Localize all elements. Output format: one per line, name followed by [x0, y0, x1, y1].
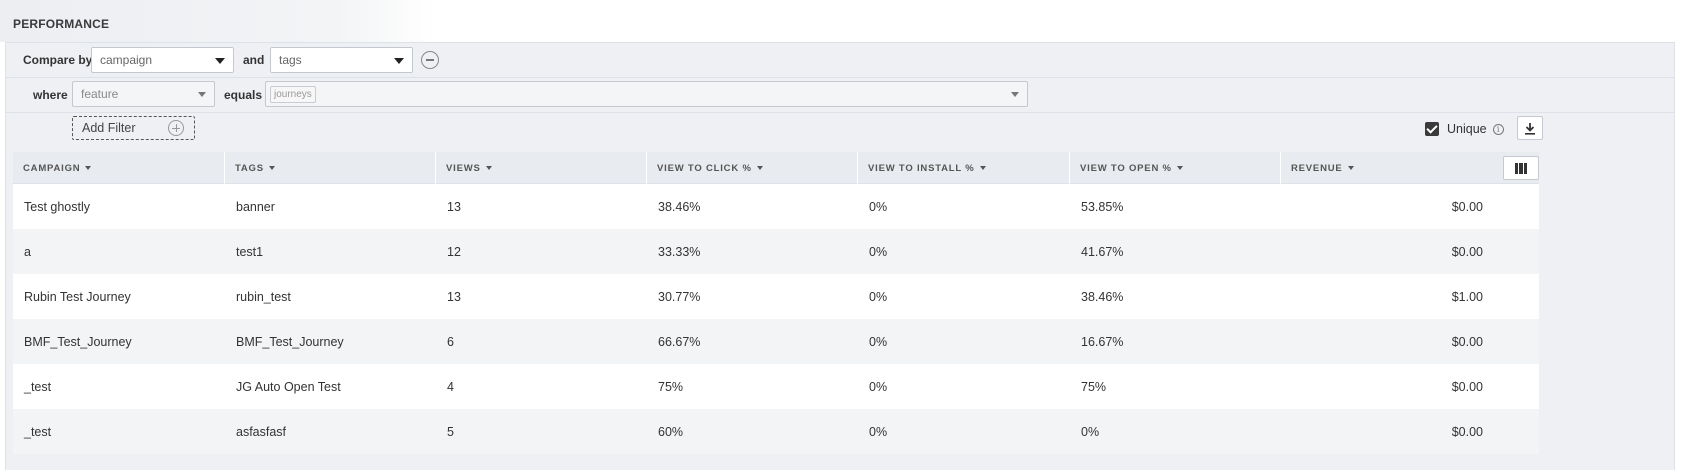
cell-views: 12	[447, 244, 461, 259]
filter-field-value: feature	[81, 87, 119, 101]
column-header-view-to-install[interactable]: VIEW TO INSTALL %	[858, 152, 1070, 184]
column-header-views[interactable]: VIEWS	[436, 152, 647, 184]
chevron-down-icon	[394, 58, 404, 64]
cell-views: 6	[447, 334, 454, 349]
cell-view-to-install: 0%	[869, 289, 888, 304]
cell-view-to-open: 0%	[1081, 424, 1100, 439]
cell-views: 13	[447, 289, 461, 304]
cell-campaign: Test ghostly	[24, 199, 91, 214]
columns-toggle-button[interactable]	[1503, 156, 1539, 180]
performance-table: CAMPAIGN TAGS VIEWS VIEW TO CLICK % VIEW…	[13, 152, 1539, 454]
cell-view-to-install: 0%	[869, 379, 888, 394]
add-filter-button[interactable]: Add Filter	[72, 116, 195, 140]
unique-toggle[interactable]: Unique i	[1425, 120, 1504, 138]
cell-view-to-install: 0%	[869, 244, 888, 259]
cell-view-to-install: 0%	[869, 424, 888, 439]
cell-campaign: Rubin Test Journey	[24, 289, 131, 304]
filter-value-chip[interactable]: journeys	[270, 86, 316, 103]
cell-view-to-open: 16.67%	[1081, 334, 1124, 349]
cell-view-to-open: 75%	[1081, 379, 1107, 394]
table-body: Test ghostly banner 13 38.46% 0% 53.85% …	[13, 184, 1539, 454]
compare-and-value: tags	[279, 53, 302, 67]
compare-by-label: Compare by	[23, 53, 93, 67]
chevron-down-icon	[198, 92, 206, 97]
cell-tags: BMF_Test_Journey	[236, 334, 344, 349]
cell-view-to-open: 41.67%	[1081, 244, 1124, 259]
cell-tags: banner	[236, 199, 275, 214]
compare-by-select[interactable]: campaign	[91, 47, 234, 73]
cell-campaign: a	[24, 244, 31, 259]
table-header: CAMPAIGN TAGS VIEWS VIEW TO CLICK % VIEW…	[13, 152, 1539, 184]
download-icon	[1525, 122, 1535, 135]
cell-campaign: BMF_Test_Journey	[24, 334, 132, 349]
cell-tags: test1	[236, 244, 264, 259]
remove-compare-button[interactable]	[421, 51, 439, 69]
table-row[interactable]: Test ghostly banner 13 38.46% 0% 53.85% …	[13, 184, 1539, 229]
cell-view-to-click: 33.33%	[658, 244, 701, 259]
chevron-down-icon	[1011, 92, 1019, 97]
divider	[6, 112, 1674, 113]
cell-view-to-open: 38.46%	[1081, 289, 1124, 304]
minus-icon	[426, 59, 434, 61]
sort-caret-icon	[1176, 166, 1183, 170]
cell-tags: asfasfasf	[236, 424, 287, 439]
filter-field-select[interactable]: feature	[72, 81, 215, 107]
cell-revenue: $0.00	[1451, 424, 1483, 439]
performance-panel: Compare by campaign and tags where featu…	[5, 42, 1675, 470]
cell-revenue: $0.00	[1451, 199, 1483, 214]
cell-views: 13	[447, 199, 461, 214]
cell-tags: rubin_test	[236, 289, 291, 304]
unique-checkbox[interactable]	[1425, 122, 1439, 136]
cell-view-to-install: 0%	[869, 334, 888, 349]
equals-label: equals	[224, 88, 263, 102]
table-row[interactable]: _test JG Auto Open Test 4 75% 0% 75% $0.…	[13, 364, 1539, 409]
cell-view-to-install: 0%	[869, 199, 888, 214]
column-header-tags[interactable]: TAGS	[225, 152, 436, 184]
sort-caret-icon	[756, 166, 763, 170]
cell-view-to-open: 53.85%	[1081, 199, 1124, 214]
where-label: where	[33, 88, 68, 102]
cell-view-to-click: 30.77%	[658, 289, 701, 304]
cell-view-to-click: 66.67%	[658, 334, 701, 349]
and-label: and	[243, 53, 265, 67]
column-header-view-to-click[interactable]: VIEW TO CLICK %	[647, 152, 858, 184]
divider	[6, 77, 1674, 78]
cell-revenue: $0.00	[1451, 379, 1483, 394]
column-header-campaign[interactable]: CAMPAIGN	[13, 152, 225, 184]
sort-caret-icon	[979, 166, 986, 170]
cell-campaign: _test	[24, 424, 52, 439]
filter-values-input[interactable]: journeys	[265, 81, 1028, 107]
column-header-revenue[interactable]: REVENUE	[1281, 152, 1493, 184]
compare-and-select[interactable]: tags	[270, 47, 413, 73]
cell-views: 5	[447, 424, 454, 439]
table-row[interactable]: BMF_Test_Journey BMF_Test_Journey 6 66.6…	[13, 319, 1539, 364]
section-header: PERFORMANCE	[0, 0, 1681, 42]
cell-view-to-click: 75%	[658, 379, 684, 394]
sort-caret-icon	[85, 166, 92, 170]
cell-view-to-click: 60%	[658, 424, 684, 439]
sort-caret-icon	[268, 166, 275, 170]
table-row[interactable]: a test1 12 33.33% 0% 41.67% $0.00	[13, 229, 1539, 274]
cell-revenue: $0.00	[1451, 244, 1483, 259]
table-row[interactable]: _test asfasfasf 5 60% 0% 0% $0.00	[13, 409, 1539, 454]
cell-views: 4	[447, 379, 454, 394]
compare-by-value: campaign	[100, 53, 153, 67]
cell-campaign: _test	[24, 379, 52, 394]
cell-view-to-click: 38.46%	[658, 199, 701, 214]
sort-caret-icon	[1347, 166, 1354, 170]
sort-caret-icon	[485, 166, 492, 170]
info-icon[interactable]: i	[1492, 123, 1504, 135]
columns-icon	[1514, 162, 1519, 174]
download-button[interactable]	[1517, 116, 1543, 140]
column-header-view-to-open[interactable]: VIEW TO OPEN %	[1070, 152, 1281, 184]
section-title: PERFORMANCE	[13, 17, 110, 31]
unique-label: Unique	[1447, 122, 1487, 136]
cell-tags: JG Auto Open Test	[236, 379, 341, 394]
add-filter-label: Add Filter	[82, 121, 136, 135]
cell-revenue: $1.00	[1451, 289, 1483, 304]
cell-revenue: $0.00	[1451, 334, 1483, 349]
table-row[interactable]: Rubin Test Journey rubin_test 13 30.77% …	[13, 274, 1539, 319]
plus-circle-icon	[168, 120, 184, 136]
chevron-down-icon	[215, 58, 225, 64]
